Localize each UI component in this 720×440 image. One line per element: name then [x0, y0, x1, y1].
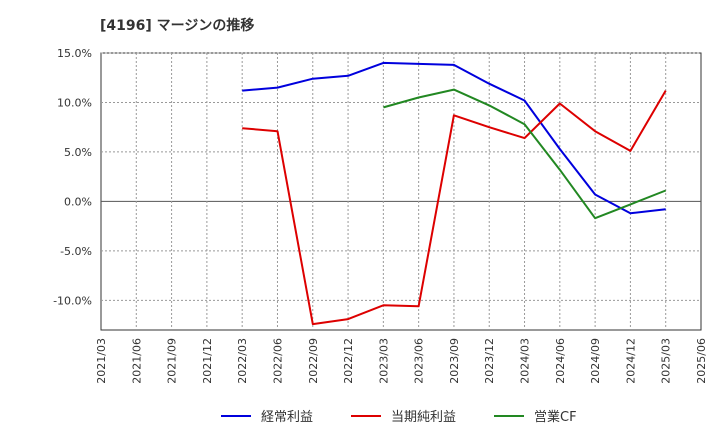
y-axis: 15.0% 10.0% 5.0% 0.0% -5.0% -10.0% [53, 47, 92, 307]
series-line-0 [242, 61, 666, 215]
x-tick-label: 2022/03 [236, 338, 249, 384]
x-tick-label: 2022/09 [307, 338, 320, 384]
x-tick-label: 2022/12 [342, 338, 355, 384]
legend: 経常利益 当期純利益 営業CF [221, 409, 577, 425]
y-tick-label: 10.0% [57, 96, 92, 109]
legend-label: 営業CF [534, 409, 577, 425]
x-tick-label: 2023/12 [483, 338, 496, 384]
y-tick-label: 0.0% [64, 195, 92, 208]
x-tick-label: 2025/06 [695, 338, 708, 384]
legend-label: 経常利益 [261, 410, 313, 425]
x-tick-label: 2024/12 [624, 338, 637, 384]
chart-title: [4196] マージンの推移 [100, 17, 254, 34]
x-axis: 2021/03 2021/06 2021/09 2021/12 2022/03 2022/… [95, 338, 708, 384]
x-tick-label: 2024/03 [519, 338, 532, 384]
x-tick-label: 2024/09 [589, 338, 602, 384]
series-line-2 [383, 88, 667, 220]
x-tick-label: 2025/03 [660, 338, 673, 384]
x-tick-label: 2021/03 [95, 338, 108, 384]
y-tick-label: -5.0% [60, 245, 92, 258]
series-line-1 [242, 90, 667, 326]
plot-area [100, 52, 702, 331]
x-tick-label: 2024/06 [554, 338, 567, 384]
legend-label: 当期純利益 [391, 410, 456, 425]
x-tick-label: 2021/12 [201, 338, 214, 384]
y-tick-label: 5.0% [64, 146, 92, 159]
x-tick-label: 2021/06 [130, 338, 143, 384]
x-tick-label: 2022/06 [271, 338, 284, 384]
x-tick-label: 2023/06 [413, 338, 426, 384]
x-tick-label: 2023/09 [448, 338, 461, 384]
grid-lines [101, 52, 701, 330]
y-tick-label: -10.0% [53, 294, 92, 307]
x-tick-label: 2021/09 [166, 338, 179, 384]
y-tick-label: 15.0% [57, 47, 92, 60]
x-tick-label: 2023/03 [377, 338, 390, 384]
series-group [242, 61, 667, 326]
